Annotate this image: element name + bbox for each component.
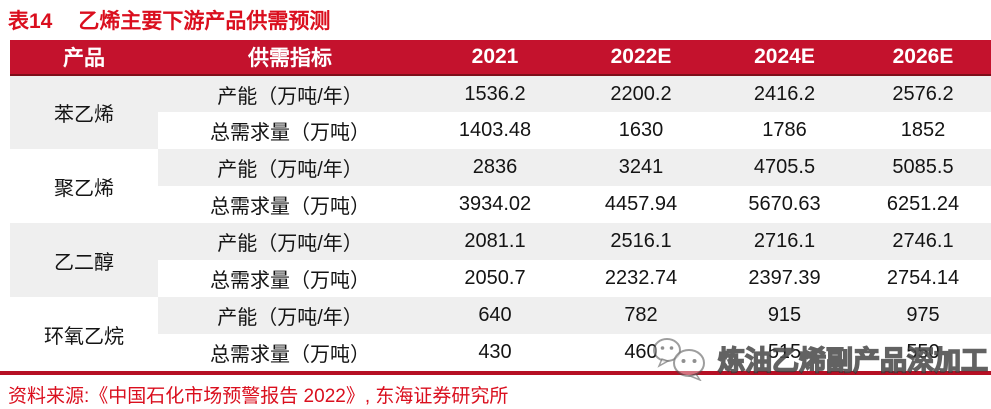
cell-value: 515	[714, 334, 855, 371]
cell-value: 2416.2	[714, 75, 855, 112]
col-header-product: 产品	[10, 40, 158, 76]
col-header-2024e: 2024E	[714, 40, 855, 76]
indicator-label: 产能（万吨/年）	[158, 223, 422, 260]
col-header-2021: 2021	[422, 40, 568, 76]
cell-value: 2754.14	[855, 260, 991, 297]
cell-value: 1852	[855, 112, 991, 149]
source-note: 资料来源:《中国石化市场预警报告 2022》, 东海证券研究所	[8, 386, 509, 407]
cell-value: 1403.48	[422, 112, 568, 149]
cell-value: 782	[568, 297, 714, 334]
cell-value: 5085.5	[855, 149, 991, 186]
indicator-label: 总需求量（万吨）	[158, 112, 422, 149]
table-row: 总需求量（万吨） 2050.7 2232.74 2397.39 2754.14	[10, 260, 991, 297]
divider-line	[0, 371, 991, 375]
indicator-label: 产能（万吨/年）	[158, 75, 422, 112]
cell-value: 5670.63	[714, 186, 855, 223]
cell-value: 4457.94	[568, 186, 714, 223]
cell-value: 2836	[422, 149, 568, 186]
cell-value: 550	[855, 334, 991, 371]
cell-value: 430	[422, 334, 568, 371]
indicator-label: 总需求量（万吨）	[158, 334, 422, 371]
cell-value: 2397.39	[714, 260, 855, 297]
cell-value: 975	[855, 297, 991, 334]
col-header-2026e: 2026E	[855, 40, 991, 76]
cell-value: 1536.2	[422, 75, 568, 112]
cell-value: 3241	[568, 149, 714, 186]
table-row: 总需求量（万吨） 3934.02 4457.94 5670.63 6251.24	[10, 186, 991, 223]
cell-value: 2516.1	[568, 223, 714, 260]
cell-value: 6251.24	[855, 186, 991, 223]
product-name-ethylene-oxide: 环氧乙烷	[10, 297, 158, 371]
cell-value: 4705.5	[714, 149, 855, 186]
cell-value: 2200.2	[568, 75, 714, 112]
cell-value: 2716.1	[714, 223, 855, 260]
table-title: 表14 乙烯主要下游产品供需预测	[8, 5, 330, 35]
indicator-label: 产能（万吨/年）	[158, 149, 422, 186]
indicator-label: 产能（万吨/年）	[158, 297, 422, 334]
cell-value: 1630	[568, 112, 714, 149]
table-row: 聚乙烯 产能（万吨/年） 2836 3241 4705.5 5085.5	[10, 149, 991, 223]
product-name-styrene: 苯乙烯	[10, 75, 158, 149]
indicator-label: 总需求量（万吨）	[158, 260, 422, 297]
table-number: 表14	[8, 10, 53, 33]
cell-value: 2576.2	[855, 75, 991, 112]
cell-value: 1786	[714, 112, 855, 149]
col-header-2022e: 2022E	[568, 40, 714, 76]
cell-value: 3934.02	[422, 186, 568, 223]
table-caption: 乙烯主要下游产品供需预测	[78, 10, 331, 33]
cell-value: 915	[714, 297, 855, 334]
table-row: 苯乙烯 产能（万吨/年） 1536.2 2200.2 2416.2 2576.2	[10, 75, 991, 149]
supply-demand-table: 产品 供需指标 2021 2022E 2024E 2026E 苯乙烯 产能（万吨…	[10, 40, 991, 371]
product-name-polyethylene: 聚乙烯	[10, 149, 158, 223]
table-row: 乙二醇 产能（万吨/年） 2081.1 2516.1 2716.1 2746.1	[10, 223, 991, 297]
indicator-label: 总需求量（万吨）	[158, 186, 422, 223]
cell-value: 2081.1	[422, 223, 568, 260]
table-row: 总需求量（万吨） 430 460 515 550	[10, 334, 991, 371]
cell-value: 2746.1	[855, 223, 991, 260]
table-header-row: 产品 供需指标 2021 2022E 2024E 2026E	[10, 40, 991, 76]
cell-value: 460	[568, 334, 714, 371]
cell-value: 2232.74	[568, 260, 714, 297]
col-header-indicator: 供需指标	[158, 40, 422, 76]
table-row: 总需求量（万吨） 1403.48 1630 1786 1852	[10, 112, 991, 149]
cell-value: 640	[422, 297, 568, 334]
product-name-ethylene-glycol: 乙二醇	[10, 223, 158, 297]
cell-value: 2050.7	[422, 260, 568, 297]
table-row: 环氧乙烷 产能（万吨/年） 640 782 915 975	[10, 297, 991, 371]
